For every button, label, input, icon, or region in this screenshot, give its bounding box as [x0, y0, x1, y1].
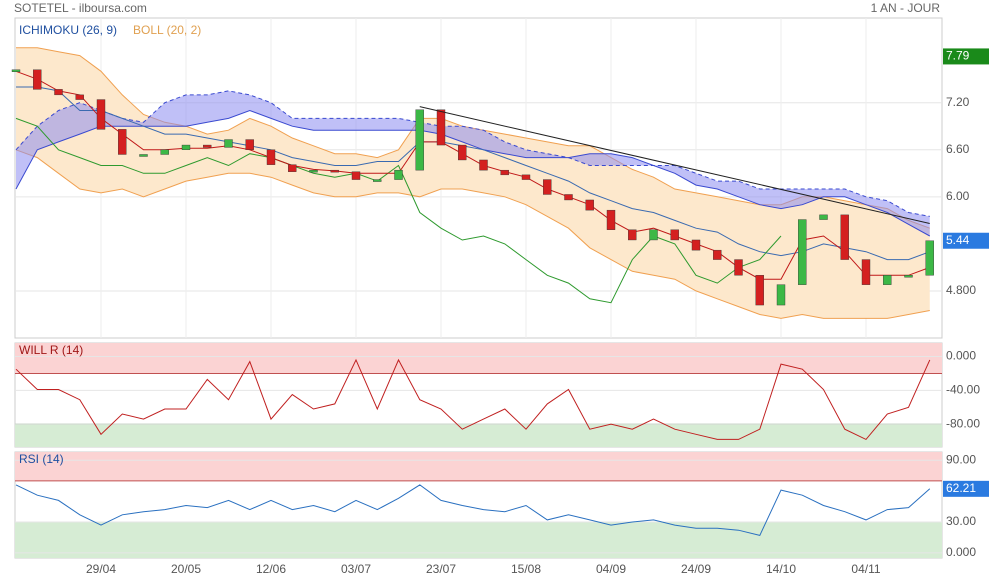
candle — [224, 139, 233, 148]
candle — [436, 109, 446, 146]
price-tag — [943, 48, 989, 65]
trendline — [419, 106, 930, 224]
indicator-label: ICHIMOKU (26, 9) — [19, 23, 117, 37]
span-a — [15, 109, 931, 237]
candle — [373, 179, 382, 182]
candle — [798, 219, 807, 285]
candle — [755, 275, 764, 306]
y-tick-label: 6.60 — [946, 142, 970, 156]
x-tick-label: 23/07 — [426, 562, 456, 576]
tenkan — [15, 70, 930, 280]
candle — [585, 199, 594, 211]
candle — [139, 154, 148, 157]
x-tick-label: 20/05 — [171, 562, 201, 576]
candle — [181, 144, 191, 150]
candle — [203, 144, 212, 148]
oversold-zone — [15, 424, 942, 447]
candle — [288, 164, 297, 172]
y-tick-label: 0.000 — [946, 349, 976, 363]
candle — [266, 149, 276, 165]
candle — [96, 99, 106, 130]
y-tick-label: -40.00 — [946, 383, 980, 397]
candle — [691, 239, 701, 251]
candle — [245, 139, 254, 150]
indicator-label: BOLL (20, 2) — [133, 23, 201, 37]
indicator-line — [15, 358, 931, 441]
y-tick-label: 6.00 — [946, 189, 970, 203]
bollinger-band — [16, 47, 930, 319]
x-tick-label: 03/07 — [341, 562, 371, 576]
period: 1 AN - JOUR — [871, 1, 941, 15]
y-tick-label: 7.20 — [946, 95, 970, 109]
candle — [11, 69, 21, 72]
candle — [606, 209, 616, 230]
candle — [118, 129, 127, 155]
y-tick-label: 0.000 — [946, 545, 976, 559]
candle — [628, 229, 637, 241]
candle — [734, 259, 743, 276]
candle — [776, 284, 786, 306]
price-tag-label: 62.21 — [946, 481, 976, 495]
x-tick-label: 12/06 — [256, 562, 286, 576]
candle — [54, 89, 63, 96]
candle — [458, 144, 467, 161]
page-title: SOTETEL - ilboursa.com — [14, 1, 147, 15]
candle — [840, 214, 849, 260]
indicator-line — [15, 484, 931, 536]
x-tick-label: 14/10 — [766, 562, 796, 576]
candle — [883, 275, 892, 285]
price-tag-label: 7.79 — [946, 49, 970, 63]
candle — [500, 169, 509, 176]
price-tag-label: 5.44 — [946, 233, 970, 247]
kijun — [16, 86, 930, 261]
panel-title: RSI (14) — [19, 452, 64, 466]
candle — [543, 179, 552, 195]
candle — [819, 214, 828, 220]
y-tick-label: -80.00 — [946, 416, 980, 430]
candle — [564, 194, 573, 201]
x-tick-label: 29/04 — [86, 562, 116, 576]
candle — [394, 169, 403, 180]
candle — [925, 240, 934, 276]
candle — [479, 159, 488, 171]
candle — [670, 229, 679, 241]
bollinger-lower — [15, 149, 930, 319]
candle — [649, 229, 658, 241]
price-tag — [943, 232, 989, 249]
candle — [160, 149, 169, 155]
overbought-zone — [15, 343, 942, 374]
candle — [713, 249, 722, 260]
overbought-zone — [15, 452, 942, 481]
candle — [330, 169, 339, 173]
candle — [33, 69, 42, 90]
candle — [415, 109, 424, 171]
panel-title: WILL R (14) — [19, 343, 83, 357]
x-tick-label: 15/08 — [511, 562, 541, 576]
x-tick-label: 24/09 — [681, 562, 711, 576]
candle — [351, 171, 361, 180]
y-tick-label: 4.800 — [946, 283, 976, 297]
candle — [75, 94, 84, 100]
x-tick-label: 04/09 — [596, 562, 626, 576]
price-tag — [943, 480, 989, 497]
y-tick-label: 90.00 — [946, 452, 976, 466]
x-tick-label: 04/11 — [851, 562, 880, 576]
candle — [904, 275, 913, 278]
candle — [521, 174, 531, 180]
y-tick-label: 30.00 — [946, 514, 976, 528]
candle — [861, 259, 871, 285]
candle — [309, 169, 318, 173]
oversold-zone — [15, 521, 942, 558]
